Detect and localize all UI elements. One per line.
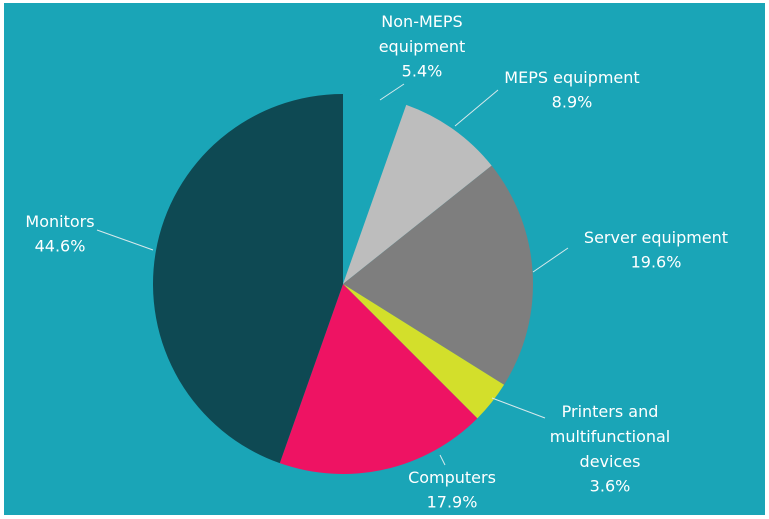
leader-line [532,247,569,273]
value-label: 44.6% [35,237,86,256]
value-label: 3.6% [590,477,631,496]
leader-line [454,89,499,127]
pie-slice [343,104,492,285]
value-label: 17.9% [427,493,478,512]
leader-line [96,229,154,251]
value-label: 5.4% [402,62,443,81]
pie-slice [279,284,478,474]
pie-slice [343,94,407,284]
pie-slice [343,284,505,419]
pie-slice [153,94,343,464]
slice-label: Non-MEPS equipment [379,12,466,56]
value-label: 8.9% [552,93,593,112]
slice-label: MEPS equipment [504,68,639,87]
value-label: 19.6% [631,253,682,272]
leader-line [439,454,446,466]
slice-label: Printers and multifunctional devices [550,402,671,471]
leader-line [491,397,546,419]
slice-label: Monitors [25,212,94,231]
leader-line [379,83,405,101]
slice-label: Computers [408,468,496,487]
pie-slice [343,165,533,385]
slice-label: Server equipment [584,228,728,247]
